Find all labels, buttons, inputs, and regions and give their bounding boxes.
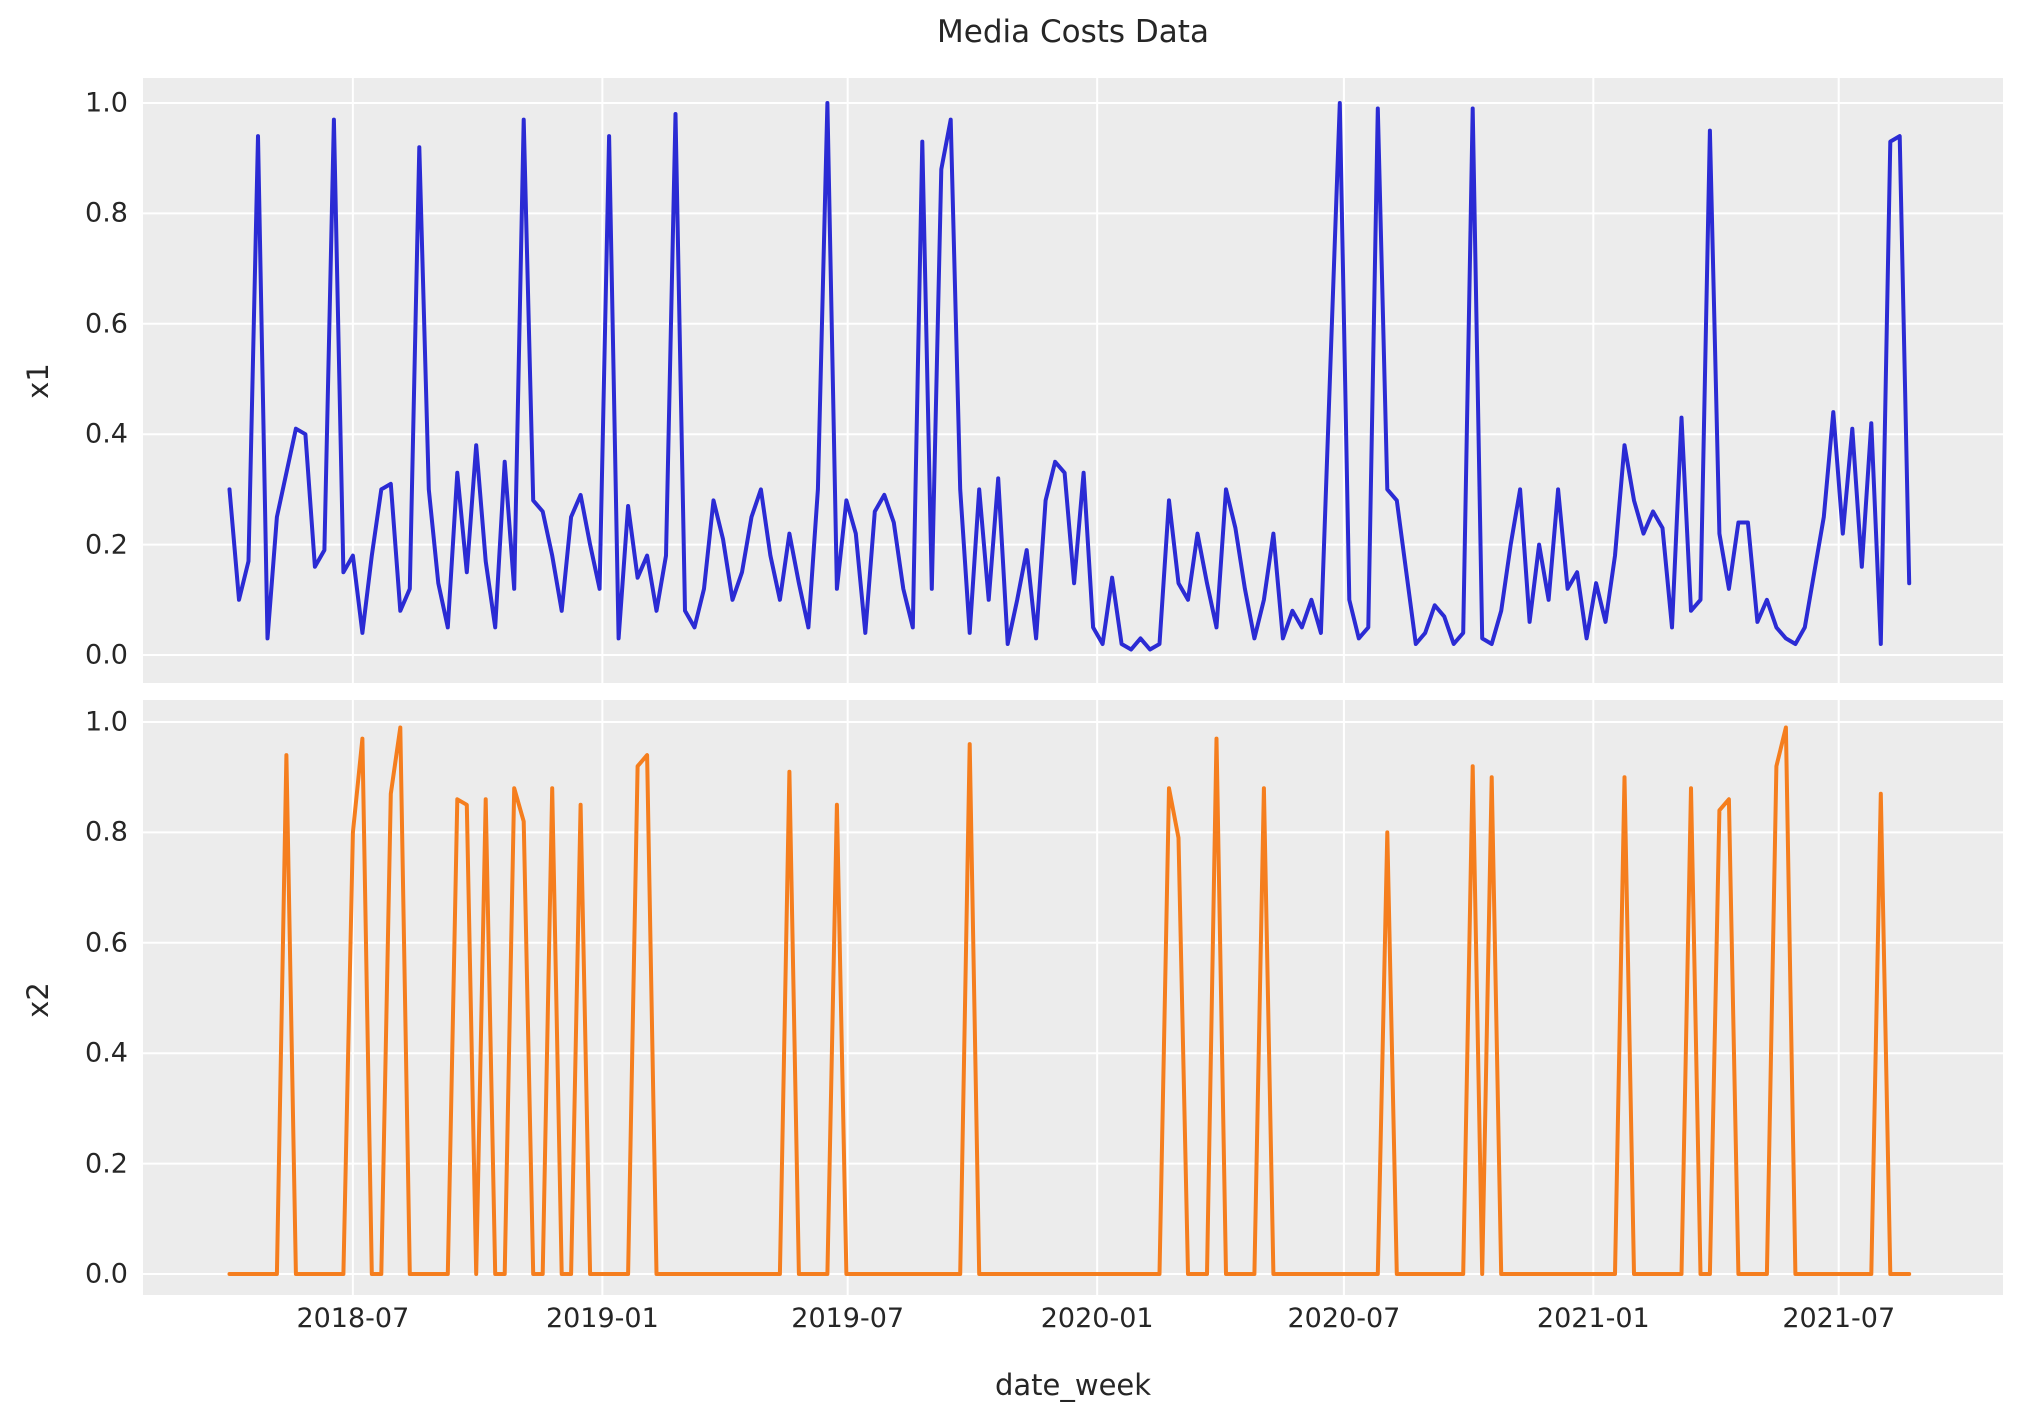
y-tick-label: 1.0 (85, 87, 128, 119)
x-tick-label: 2018-07 (296, 1303, 410, 1334)
y-tick-label: 0.6 (85, 927, 128, 959)
y-axis-label-x2: x2 (21, 982, 55, 1018)
x2-line (227, 725, 1912, 1276)
y-tick-label: 0.4 (85, 418, 128, 450)
x-tick-label: 2019-07 (791, 1303, 905, 1334)
y-tick-label: 0.0 (85, 1258, 128, 1290)
x-tick-label: 2020-07 (1287, 1303, 1401, 1334)
subplot-x1 (143, 78, 2003, 683)
y-tick-label: 0.2 (85, 1148, 128, 1180)
x-tick-label: 2020-01 (1040, 1303, 1154, 1334)
chart-title: Media Costs Data (937, 14, 1209, 50)
y-tick-label: 0.8 (85, 816, 128, 848)
subplot-x2 (143, 700, 2003, 1295)
x-axis-label: date_week (994, 1368, 1152, 1402)
x-tick-label: 2019-01 (545, 1303, 659, 1334)
x-tick-label: 2021-01 (1536, 1303, 1650, 1334)
y-tick-label: 0.4 (85, 1037, 128, 1069)
y-axis-label-x1: x1 (21, 363, 55, 399)
y-tick-label: 0.6 (85, 308, 128, 340)
y-tick-label: 0.2 (85, 529, 128, 561)
y-tick-label: 0.8 (85, 197, 128, 229)
y-tick-label: 1.0 (85, 706, 128, 738)
x1-line (227, 101, 1912, 652)
y-tick-label: 0.0 (85, 639, 128, 671)
plot-area-x2 (143, 700, 2003, 1295)
plot-area-x1 (143, 78, 2003, 683)
x-tick-label: 2021-07 (1782, 1303, 1896, 1334)
